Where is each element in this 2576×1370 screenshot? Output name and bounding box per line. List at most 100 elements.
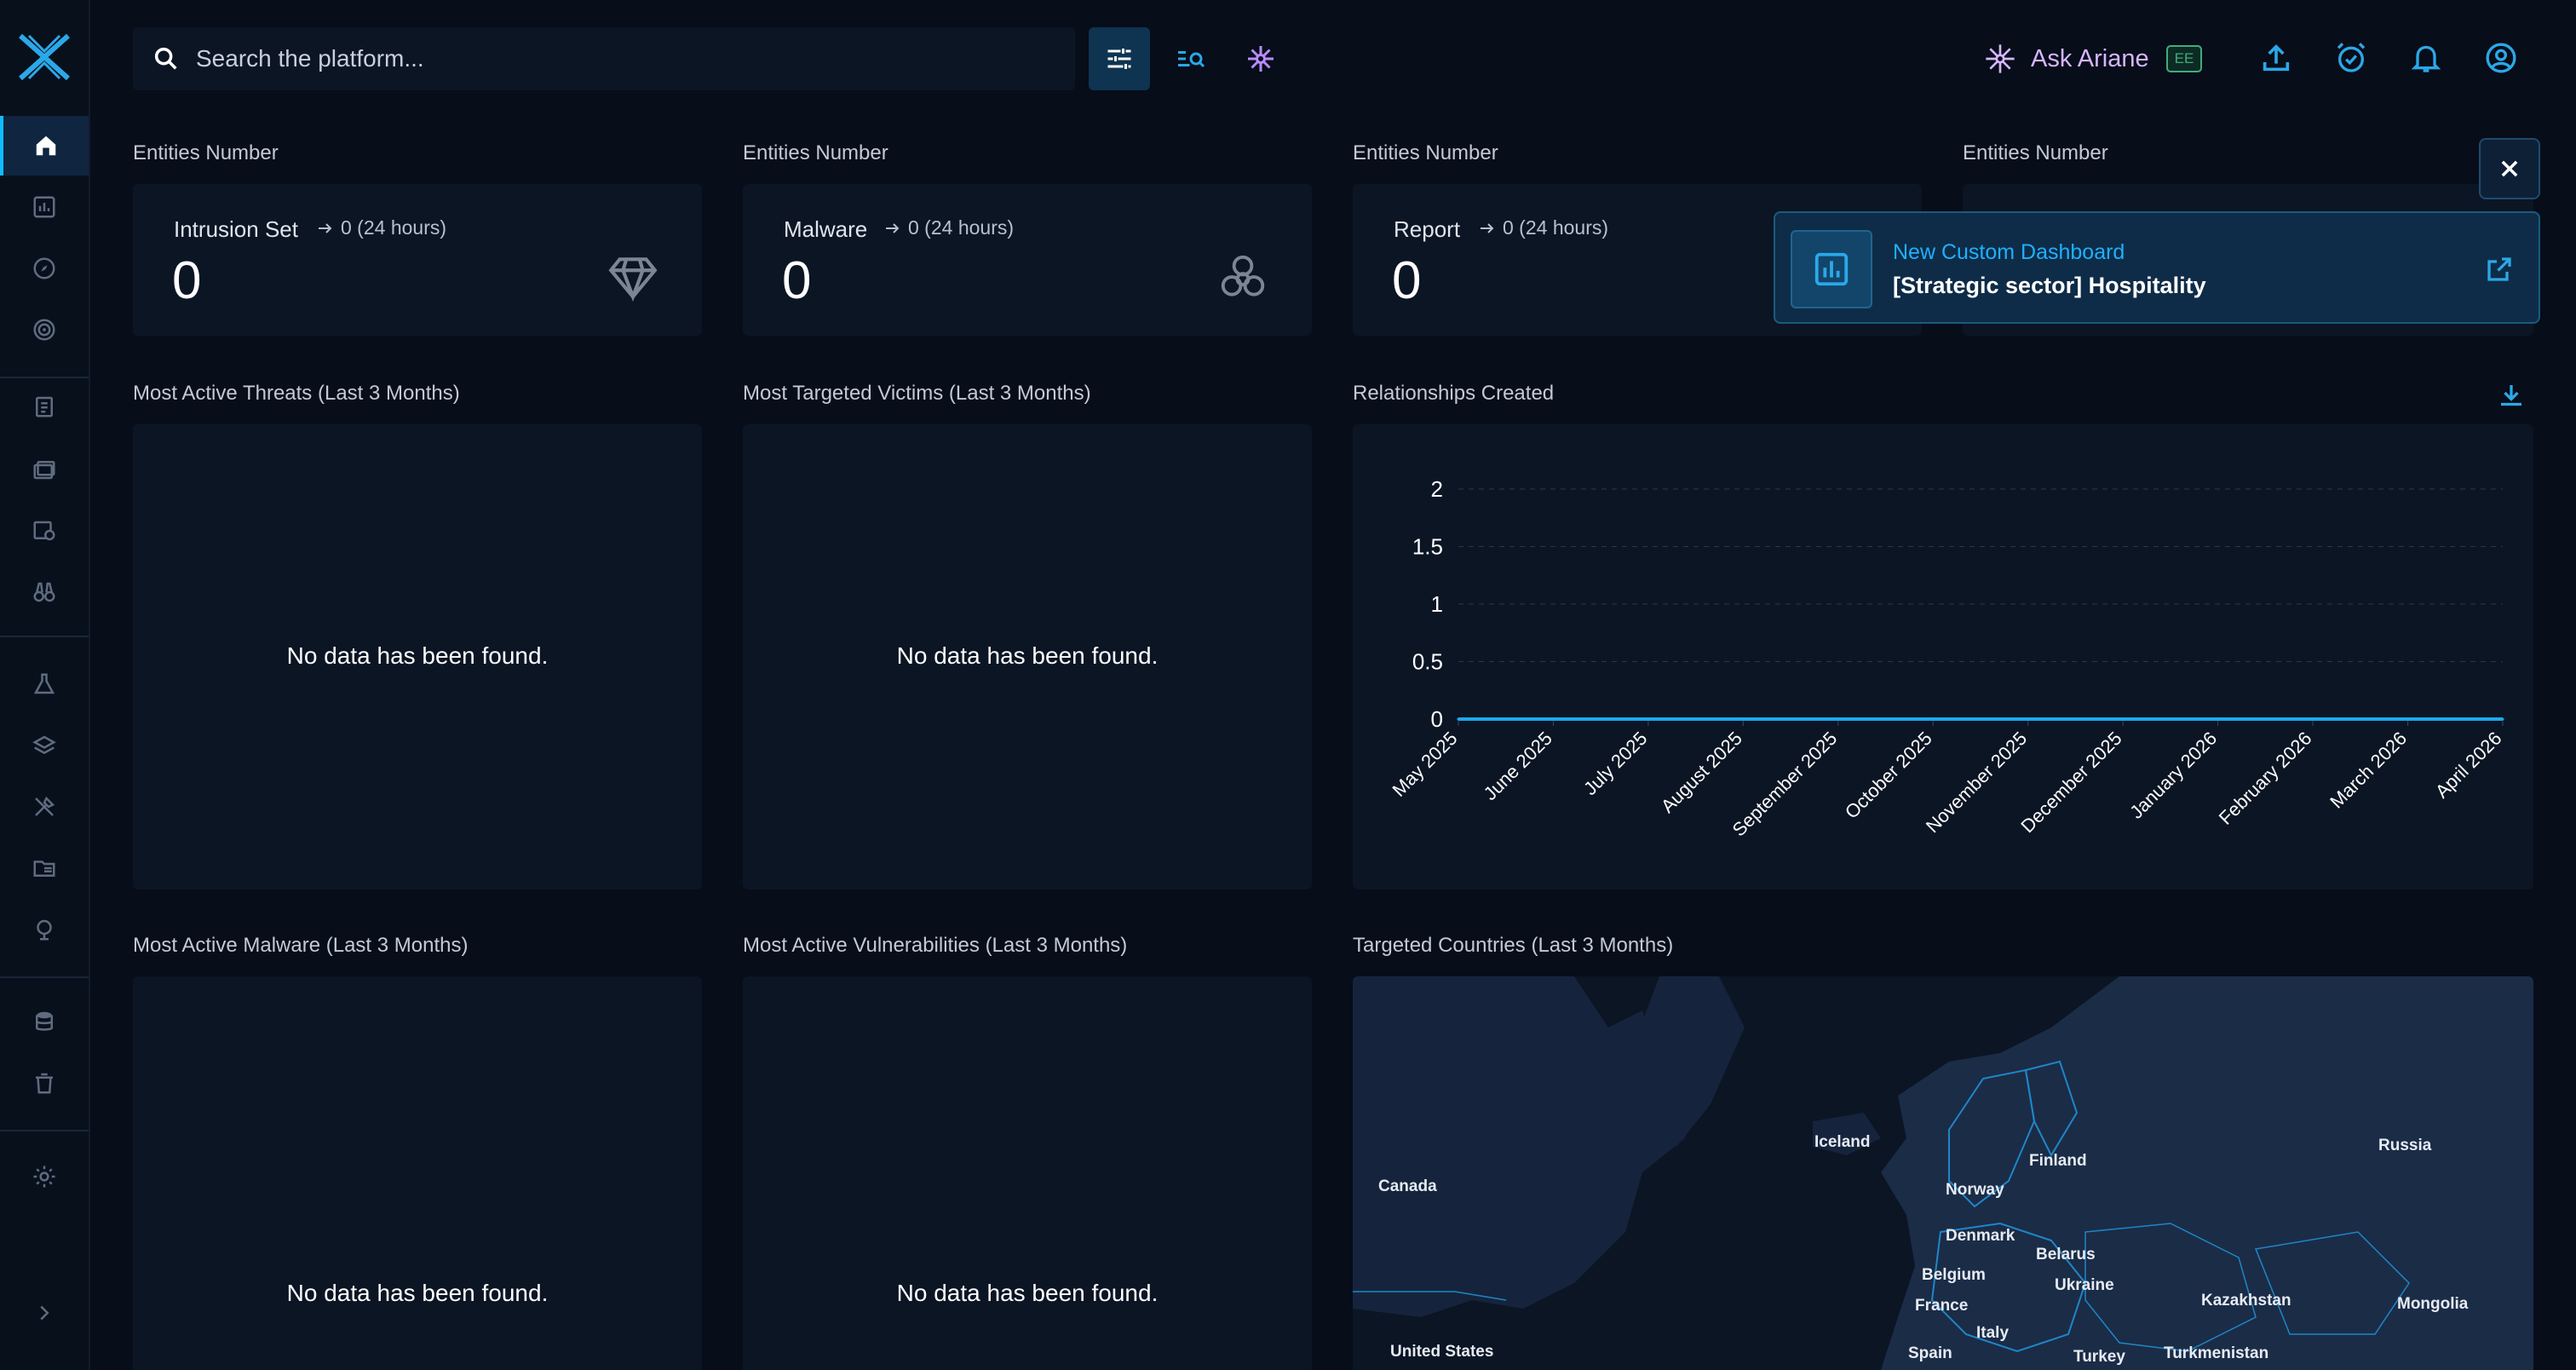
x-tick-label: August 2025 [1657, 728, 1746, 817]
search-input[interactable] [196, 45, 1031, 72]
notification-toast[interactable]: New Custom Dashboard [Strategic sector] … [1774, 211, 2540, 324]
sidebar-item-analyses[interactable] [0, 177, 89, 237]
entity-delta-text: 0 (24 hours) [1503, 216, 1609, 239]
alarm-button[interactable] [2331, 37, 2372, 78]
briefcase-icon [33, 461, 55, 480]
map-label: Belarus [2036, 1246, 2096, 1264]
sidebar-item-reports[interactable] [0, 377, 89, 436]
sidebar-item-arsenal[interactable] [0, 716, 89, 775]
sidebar-item-explore[interactable] [0, 239, 89, 298]
filters-button[interactable] [1089, 27, 1150, 90]
sidebar-item-trash[interactable] [0, 1053, 89, 1113]
database-icon [36, 1011, 53, 1031]
widget-title: Most Active Malware (Last 3 Months) [133, 934, 469, 957]
sparkle-icon [1986, 44, 2015, 73]
y-tick-label: 1 [1431, 591, 1443, 617]
folder-table-icon [33, 861, 55, 877]
sidebar-item-observations[interactable] [0, 562, 89, 622]
widget-label: Entities Number [1963, 141, 2108, 164]
map-label: Spain [1908, 1344, 1952, 1362]
sidebar-item-entities[interactable] [0, 838, 89, 898]
ai-search-button[interactable] [1230, 27, 1291, 90]
map-label: Turkey [2073, 1348, 2125, 1366]
sidebar-item-techniques[interactable] [0, 777, 89, 837]
widget-title: Targeted Countries (Last 3 Months) [1353, 934, 1674, 957]
sidebar-item-settings[interactable] [0, 1147, 89, 1206]
user-menu-button[interactable] [2481, 37, 2521, 78]
advanced-search-button[interactable] [1160, 27, 1222, 90]
sidebar-expand-button[interactable] [0, 1283, 89, 1343]
sidebar-item-locations[interactable] [0, 900, 89, 959]
x-tick-label: March 2026 [2326, 728, 2411, 813]
upload-button[interactable] [2256, 37, 2297, 78]
sidebar [0, 0, 90, 1370]
sidebar-item-threats[interactable] [0, 654, 89, 714]
data-point [2217, 717, 2220, 721]
app-logo-icon[interactable] [17, 32, 72, 82]
x-tick-label: November 2025 [1922, 728, 2031, 837]
map-label: Italy [1976, 1324, 2010, 1342]
x-tick-label: September 2025 [1728, 728, 1842, 841]
map-label: France [1915, 1297, 1969, 1315]
sidebar-divider [0, 1130, 89, 1131]
widget-title: Most Active Vulnerabilities (Last 3 Mont… [743, 934, 1128, 957]
entity-value: 0 [782, 251, 812, 310]
widget-title: Most Targeted Victims (Last 3 Months) [743, 382, 1091, 405]
data-point [1551, 717, 1555, 721]
chevron-right-icon [40, 1305, 49, 1321]
entity-value: 0 [1392, 251, 1422, 310]
clipboard-icon [36, 396, 53, 417]
entity-delta: 0 (24 hours) [1477, 216, 1608, 239]
bell-icon [2411, 45, 2441, 72]
widget-relationships-created: 0 0.5 1 1.5 2 May 2025 June 2025 July 2025 Augus… [1353, 424, 2533, 889]
download-icon[interactable] [2496, 380, 2527, 411]
entity-card-malware[interactable]: Malware 0 (24 hours) 0 [743, 184, 1312, 336]
sidebar-item-home[interactable] [0, 116, 89, 176]
y-tick-label: 1.5 [1412, 534, 1443, 560]
search-bar[interactable] [133, 27, 1075, 90]
empty-state: No data has been found. [896, 1280, 1159, 1306]
flask-icon [33, 673, 55, 694]
x-tick-label: October 2025 [1841, 728, 1936, 823]
open-in-new-icon[interactable] [2484, 254, 2515, 285]
map-label: Kazakhstan [2201, 1292, 2291, 1310]
entity-title: Intrusion Set [174, 216, 298, 242]
sidebar-item-radar[interactable] [0, 300, 89, 360]
x-tick-label: January 2026 [2125, 728, 2221, 823]
data-point [2121, 717, 2125, 721]
globe-pin-icon [37, 919, 52, 941]
ask-ariane-label: Ask Ariane [2031, 44, 2149, 72]
trash-icon [36, 1073, 53, 1094]
x-tick-label: July 2025 [1579, 728, 1651, 799]
x-tick-label: December 2025 [2016, 728, 2125, 837]
empty-state: No data has been found. [286, 642, 549, 669]
list-search-icon [1178, 51, 1205, 68]
entity-card-intrusion-set[interactable]: Intrusion Set 0 (24 hours) 0 [133, 184, 702, 336]
sidebar-divider [0, 377, 89, 378]
bar-chart-icon [1814, 252, 1849, 286]
entity-delta-text: 0 (24 hours) [908, 216, 1015, 239]
sidebar-item-events[interactable] [0, 501, 89, 561]
x-tick-label: May 2025 [1389, 728, 1462, 801]
empty-state: No data has been found. [286, 1280, 549, 1306]
notifications-button[interactable] [2406, 37, 2447, 78]
targeted-countries-map[interactable]: Canada United States Iceland Norway Finl… [1353, 976, 2533, 1370]
close-button[interactable] [2479, 138, 2540, 199]
sidebar-item-data[interactable] [0, 992, 89, 1051]
home-icon [36, 135, 56, 156]
x-tick-label: April 2026 [2431, 728, 2506, 803]
ask-ariane-button[interactable]: Ask Ariane EE [1983, 34, 2203, 83]
map-label: Iceland [1814, 1133, 1871, 1151]
map-label: Ukraine [2055, 1276, 2114, 1294]
entity-delta: 0 (24 hours) [883, 216, 1014, 239]
gear-icon [33, 1166, 55, 1188]
data-point [1837, 717, 1840, 721]
data-point [2501, 717, 2504, 721]
data-point [1931, 717, 1935, 721]
map-label: Norway [1946, 1181, 2004, 1199]
map-label: Canada [1378, 1177, 1437, 1195]
entity-title: Report [1394, 216, 1461, 242]
x-tick-label: February 2026 [2215, 728, 2316, 829]
widget-title: Relationships Created [1353, 382, 1555, 405]
sidebar-item-cases[interactable] [0, 440, 89, 499]
